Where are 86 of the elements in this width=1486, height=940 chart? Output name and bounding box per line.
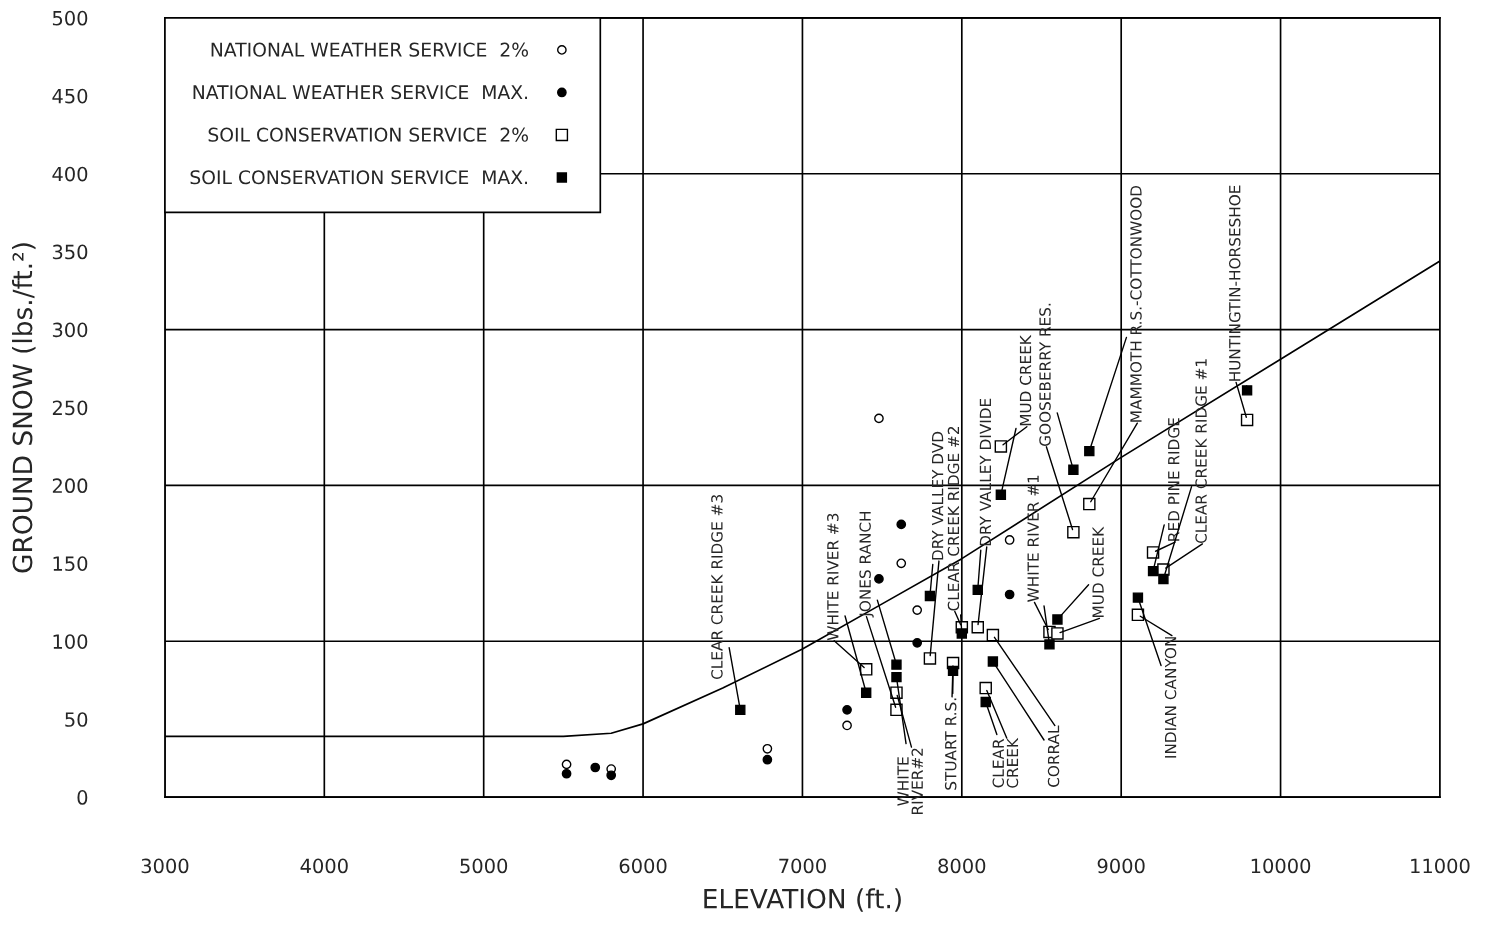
annotation: MUD CREEK — [1092, 526, 1104, 617]
y-tick-label: 500 — [52, 10, 88, 26]
point — [842, 704, 852, 715]
point — [561, 768, 572, 779]
x-tick-label: 5000 — [460, 858, 508, 874]
annotation: CLEAR CREEK — [992, 737, 1019, 788]
annotation: MUD CREEK — [1019, 334, 1032, 426]
point — [842, 720, 852, 731]
y-tick-label: 350 — [52, 244, 88, 260]
point — [860, 687, 872, 698]
point — [1068, 464, 1079, 476]
point — [762, 743, 773, 754]
annotation: MAMMOTH R.S.-COTTONWOOD — [1130, 185, 1142, 422]
annotation: HUNTINGTIN-HORSESHOE — [1228, 185, 1241, 381]
point — [1083, 497, 1096, 511]
point — [896, 558, 907, 569]
y-tick-label: 450 — [52, 88, 88, 104]
y-tick-label: 400 — [52, 166, 88, 182]
point — [891, 659, 902, 670]
annotation: RED PINE RIDGE — [1167, 418, 1180, 541]
point — [606, 770, 617, 781]
x-tick-label: 4000 — [300, 858, 348, 874]
point — [1067, 525, 1080, 539]
point — [912, 637, 923, 648]
point — [859, 663, 873, 676]
point — [987, 656, 999, 667]
x-tick-label: 10000 — [1251, 858, 1311, 874]
point — [896, 519, 907, 530]
point — [874, 413, 884, 424]
point — [1051, 627, 1064, 640]
legend-label: NATIONAL WEATHER SERVICE 2% — [211, 42, 529, 57]
y-tick-label: 0 — [77, 790, 88, 805]
point — [1132, 592, 1144, 603]
point — [1240, 413, 1254, 427]
point — [1084, 445, 1095, 457]
point — [1004, 589, 1015, 600]
annotation: CLEAR CREEK RIDGE #3 — [711, 495, 723, 679]
point — [1004, 535, 1015, 545]
annotation: GOOSEBERRY RES. — [1039, 303, 1051, 446]
point — [924, 590, 936, 602]
point — [735, 704, 746, 716]
x-tick-label: 6000 — [619, 858, 667, 874]
point — [590, 762, 601, 773]
annotation: DRY VALLEY DIVIDE — [979, 398, 991, 546]
point — [986, 628, 1000, 642]
point — [1052, 614, 1063, 625]
point — [912, 605, 923, 615]
point — [994, 440, 1008, 453]
y-axis-title: GROUND SNOW (lbs./ft.²) — [12, 243, 36, 573]
legend-label: SOIL CONSERVATION SERVICE MAX. — [190, 170, 528, 185]
y-tick-label: 150 — [53, 556, 88, 572]
annotation: WHITE RIVER #1 — [1027, 475, 1039, 602]
point — [995, 489, 1007, 500]
annotation: WHITE RIVER #3 — [827, 513, 839, 641]
annotation: CLEAR CREEK RIDGE #2 — [947, 427, 960, 611]
point — [561, 759, 572, 770]
y-tick-label: 50 — [65, 712, 88, 727]
annotation: DRY VALLEY DVD — [932, 431, 944, 560]
point — [891, 671, 902, 683]
annotation: JONES RANCH — [859, 511, 874, 618]
point — [874, 574, 884, 584]
x-tick-label: 11000 — [1411, 858, 1470, 874]
annotation: CLEAR CREEK RIDGE #1 — [1195, 359, 1207, 544]
point — [971, 620, 985, 634]
y-tick-label: 200 — [52, 478, 88, 494]
legend-label: SOIL CONSERVATION SERVICE 2% — [208, 127, 528, 142]
point — [762, 754, 773, 765]
x-tick-label: 8000 — [938, 858, 986, 874]
point — [1044, 639, 1055, 650]
legend-label: NATIONAL WEATHER SERVICE MAX. — [193, 85, 528, 100]
point — [923, 652, 937, 665]
annotation: STUART R.S. — [944, 698, 957, 790]
y-tick-label: 250 — [52, 400, 88, 416]
x-axis-title: ELEVATION (ft.) — [704, 888, 901, 912]
point — [956, 628, 968, 639]
x-tick-label: 9000 — [1097, 858, 1145, 874]
y-tick-label: 100 — [53, 634, 88, 649]
point — [1158, 573, 1169, 585]
y-tick-label: 300 — [52, 322, 88, 338]
point — [979, 681, 992, 695]
x-tick-label: 7000 — [779, 858, 826, 874]
annotation: CORRAL — [1047, 725, 1060, 787]
annotation: INDIAN CANYON — [1164, 637, 1177, 758]
point — [1241, 385, 1253, 396]
x-tick-label: 3000 — [141, 858, 189, 874]
annotation: WHITE RIVER#2 — [897, 748, 923, 814]
